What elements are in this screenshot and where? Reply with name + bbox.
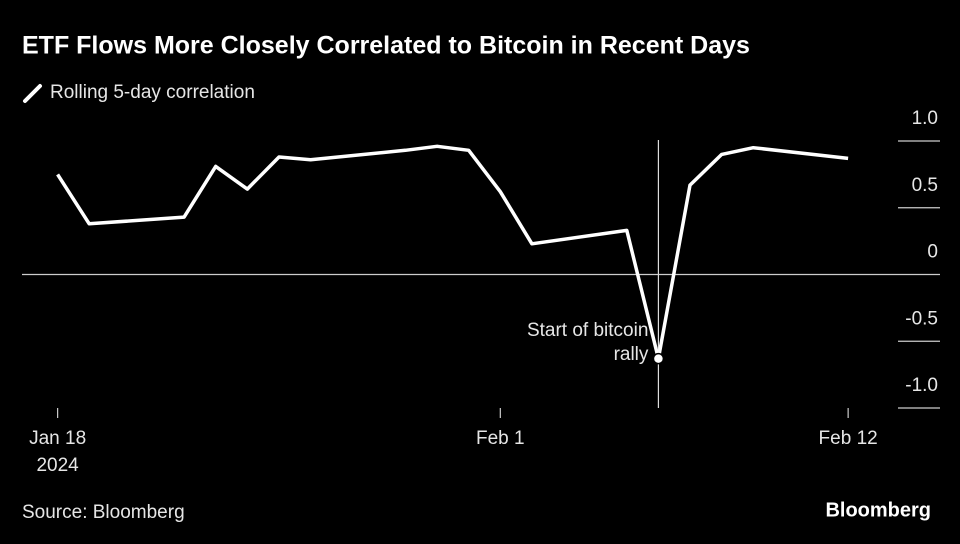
annotation-text: rally	[614, 344, 649, 365]
x-tick-sublabel: 2024	[36, 455, 79, 476]
chart-title: ETF Flows More Closely Correlated to Bit…	[22, 32, 750, 60]
x-tick-label: Jan 18	[29, 428, 86, 449]
x-tick-label: Feb 1	[476, 428, 525, 449]
x-tick-label: Feb 12	[819, 428, 878, 449]
data-line	[56, 144, 849, 361]
legend-swatch	[23, 84, 42, 103]
annotation-text: Start of bitcoin	[527, 320, 648, 341]
y-tick-label: 0.5	[912, 175, 938, 196]
y-tick-label: 0	[927, 242, 938, 263]
y-tick-label: -0.5	[905, 308, 938, 329]
brand: Bloomberg	[825, 499, 931, 521]
y-tick-label: 1.0	[912, 108, 938, 129]
legend-label: Rolling 5-day correlation	[50, 82, 255, 103]
y-tick-label: -1.0	[905, 375, 938, 396]
source: Source: Bloomberg	[22, 502, 185, 523]
annotation-point	[652, 352, 665, 365]
